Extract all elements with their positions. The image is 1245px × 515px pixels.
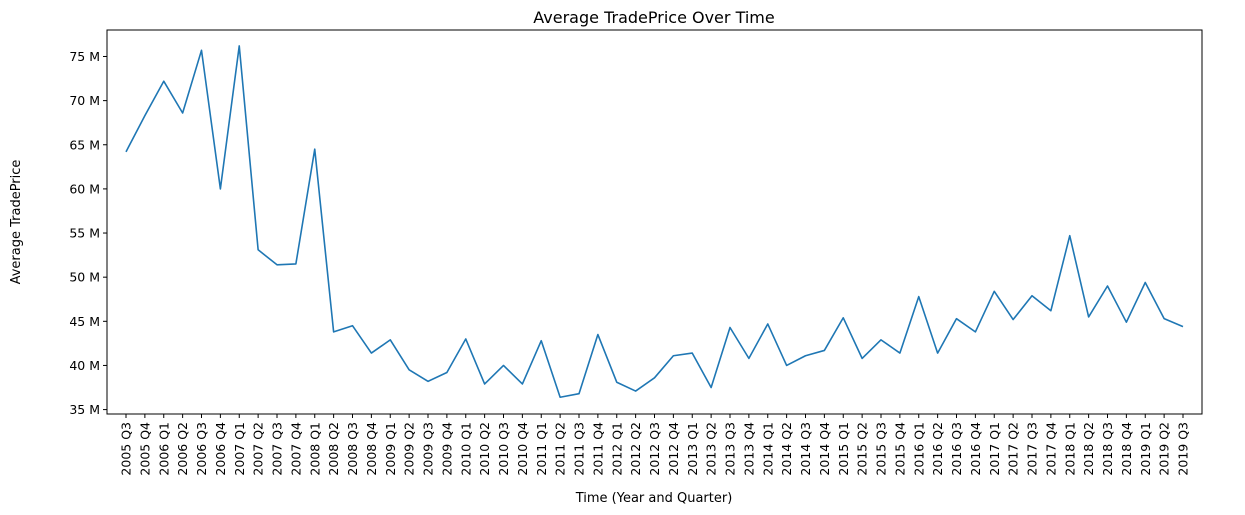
y-tick-label: 40 M [69, 358, 100, 373]
x-tick-label: 2005 Q4 [137, 422, 152, 476]
x-tick-label: 2012 Q4 [666, 422, 681, 476]
x-tick-label: 2019 Q1 [1138, 422, 1153, 476]
x-tick-label: 2006 Q1 [156, 422, 171, 476]
x-tick-label: 2014 Q3 [798, 422, 813, 476]
y-axis: 35 M 40 M 45 M 50 M 55 M 60 M 65 M 70 M 75 M [69, 49, 107, 417]
x-tick-label: 2008 Q3 [345, 422, 360, 476]
x-tick-label: 2016 Q1 [911, 422, 926, 476]
x-tick-label: 2011 Q2 [553, 422, 568, 476]
y-tick-label: 70 M [69, 93, 100, 108]
x-tick-label: 2013 Q1 [685, 422, 700, 476]
x-axis-label: Time (Year and Quarter) [575, 491, 733, 506]
x-tick-label: 2014 Q2 [779, 422, 794, 476]
x-tick-label: 2010 Q3 [496, 422, 511, 476]
y-tick-label: 55 M [69, 226, 100, 241]
x-tick-label: 2013 Q3 [723, 422, 738, 476]
x-tick-label: 2015 Q3 [874, 422, 889, 476]
x-tick-label: 2016 Q4 [968, 422, 983, 476]
x-tick-label: 2014 Q4 [817, 422, 832, 476]
plot-frame [106, 29, 1203, 415]
x-tick-label: 2007 Q1 [232, 422, 247, 476]
x-tick-label: 2010 Q2 [477, 422, 492, 476]
x-tick-label: 2015 Q2 [855, 422, 870, 476]
x-axis: 2005 Q3 2005 Q4 2006 Q1 2006 Q2 2006 Q3 2006 … [119, 414, 1191, 476]
y-axis-label: Average TradePrice [9, 160, 24, 285]
x-tick-label: 2011 Q3 [572, 422, 587, 476]
x-tick-label: 2009 Q1 [383, 422, 398, 476]
x-tick-label: 2009 Q4 [439, 422, 454, 476]
x-tick-label: 2016 Q3 [949, 422, 964, 476]
x-tick-label: 2013 Q2 [704, 422, 719, 476]
x-tick-label: 2014 Q1 [760, 422, 775, 476]
x-tick-label: 2005 Q3 [119, 422, 134, 476]
y-tick-label: 65 M [69, 137, 100, 152]
x-tick-label: 2018 Q3 [1100, 422, 1115, 476]
x-tick-label: 2018 Q1 [1062, 422, 1077, 476]
x-tick-label: 2007 Q3 [270, 422, 285, 476]
x-tick-label: 2011 Q1 [534, 422, 549, 476]
x-tick-label: 2006 Q3 [194, 422, 209, 476]
x-tick-label: 2008 Q2 [326, 422, 341, 476]
y-tick-label: 50 M [69, 270, 100, 285]
x-tick-label: 2012 Q2 [628, 422, 643, 476]
x-tick-label: 2018 Q4 [1119, 422, 1134, 476]
x-tick-label: 2009 Q2 [402, 422, 417, 476]
x-tick-label: 2019 Q3 [1176, 422, 1191, 476]
x-tick-label: 2019 Q2 [1157, 422, 1172, 476]
x-tick-label: 2006 Q2 [175, 422, 190, 476]
y-tick-label: 35 M [69, 402, 100, 417]
x-tick-label: 2010 Q4 [515, 422, 530, 476]
x-tick-label: 2012 Q3 [647, 422, 662, 476]
x-tick-label: 2011 Q4 [590, 422, 605, 476]
x-tick-label: 2007 Q2 [251, 422, 266, 476]
x-tick-label: 2010 Q1 [458, 422, 473, 476]
x-tick-label: 2017 Q4 [1043, 422, 1058, 476]
y-tick-label: 60 M [69, 181, 100, 196]
series-line [125, 45, 1184, 399]
chart-title: Average TradePrice Over Time [533, 8, 774, 27]
x-tick-label: 2008 Q4 [364, 422, 379, 476]
plot-area [125, 45, 1184, 399]
y-tick-label: 45 M [69, 314, 100, 329]
x-tick-label: 2015 Q1 [836, 422, 851, 476]
x-tick-label: 2017 Q2 [1006, 422, 1021, 476]
x-tick-label: 2008 Q1 [307, 422, 322, 476]
y-tick-label: 75 M [69, 49, 100, 64]
x-tick-label: 2006 Q4 [213, 422, 228, 476]
x-tick-label: 2017 Q1 [987, 422, 1002, 476]
x-tick-label: 2007 Q4 [288, 422, 303, 476]
x-tick-label: 2017 Q3 [1025, 422, 1040, 476]
x-tick-label: 2013 Q4 [741, 422, 756, 476]
x-tick-label: 2016 Q2 [930, 422, 945, 476]
x-tick-label: 2009 Q3 [421, 422, 436, 476]
x-tick-label: 2012 Q1 [609, 422, 624, 476]
x-tick-label: 2015 Q4 [892, 422, 907, 476]
x-tick-label: 2018 Q2 [1081, 422, 1096, 476]
